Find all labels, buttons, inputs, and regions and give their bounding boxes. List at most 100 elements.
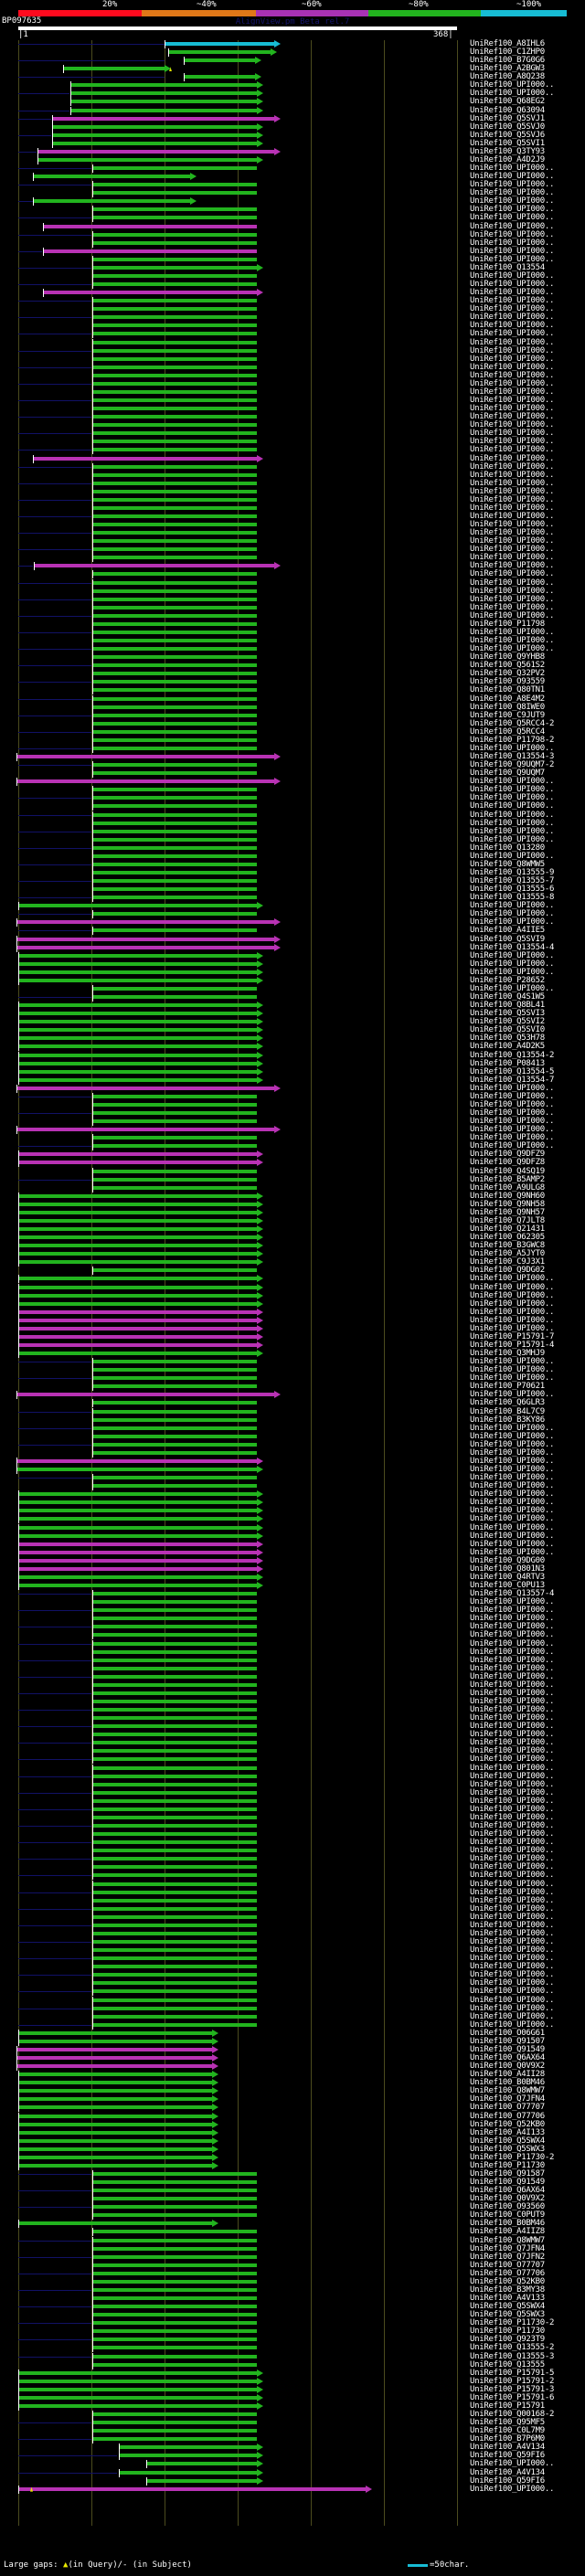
hsp-segment[interactable]	[92, 348, 257, 353]
hit-label[interactable]: UniRef100_UPI000..	[470, 1489, 555, 1500]
hit-label[interactable]: UniRef100_P11730-2	[470, 2152, 555, 2162]
hsp-segment[interactable]	[92, 2287, 257, 2292]
hit-label[interactable]: UniRef100_UPI000..	[470, 810, 555, 820]
hit-label[interactable]: UniRef100_Q4RTV3	[470, 1572, 545, 1582]
hit-row[interactable]: UniRef100_UPI000..	[0, 404, 585, 414]
hit-label[interactable]: UniRef100_UPI000..	[470, 1920, 555, 1930]
hit-label[interactable]: UniRef100_UPI000..	[470, 1357, 555, 1367]
hit-row[interactable]: UniRef100_UPI000..	[0, 1606, 585, 1616]
hsp-segment[interactable]	[165, 42, 274, 46]
hit-label[interactable]: UniRef100_Q5SWX4	[470, 2136, 545, 2146]
hit-row[interactable]: UniRef100_UPI000..	[0, 1954, 585, 1964]
hsp-segment[interactable]	[92, 1741, 257, 1745]
hit-label[interactable]: UniRef100_Q7JFN2	[470, 2252, 545, 2262]
hit-label[interactable]: UniRef100_UPI000..	[470, 1854, 555, 1864]
hsp-segment[interactable]	[92, 1965, 257, 1969]
hit-row[interactable]: UniRef100_UPI000..	[0, 1996, 585, 2005]
hit-label[interactable]: UniRef100_Q13555	[470, 2359, 545, 2369]
hit-row[interactable]: UniRef100_UPI000..	[0, 239, 585, 248]
hit-label[interactable]: UniRef100_UPI000..	[470, 1630, 555, 1640]
hsp-segment[interactable]	[92, 389, 257, 394]
hit-row[interactable]: UniRef100_A5JYT0	[0, 1249, 585, 1259]
hit-row[interactable]: UniRef100_Q7JFN4	[0, 2094, 585, 2104]
hit-row[interactable]: UniRef100_Q6GLR3	[0, 1398, 585, 1408]
hit-row[interactable]: UniRef100_UPI000..	[0, 2004, 585, 2013]
hit-row[interactable]: UniRef100_UPI000..	[0, 1871, 585, 1881]
hit-row[interactable]: UniRef100_UPI000..	[0, 801, 585, 811]
hsp-segment[interactable]	[18, 1550, 257, 1554]
hit-label[interactable]: UniRef100_A2BGW3	[470, 64, 545, 74]
hit-label[interactable]: UniRef100_O77706	[470, 2268, 545, 2278]
hsp-segment[interactable]	[92, 315, 257, 320]
hit-label[interactable]: UniRef100_UPI000..	[470, 1365, 555, 1375]
hsp-segment[interactable]	[18, 1318, 257, 1322]
hit-row[interactable]: UniRef100_P08413	[0, 1059, 585, 1068]
hit-row[interactable]: UniRef100_UPI000..	[0, 2012, 585, 2021]
hsp-segment[interactable]	[92, 1981, 257, 1986]
hsp-segment[interactable]	[92, 1144, 257, 1149]
hsp-segment[interactable]	[18, 2114, 212, 2118]
hit-label[interactable]: UniRef100_A8IHL6	[470, 39, 545, 48]
hit-row[interactable]: UniRef100_UPI000..	[0, 495, 585, 504]
hit-label[interactable]: UniRef100_C0L7M9	[470, 2426, 545, 2436]
hsp-segment[interactable]	[34, 564, 274, 568]
hit-label[interactable]: UniRef100_Q5SVI1	[470, 138, 545, 148]
hit-label[interactable]: UniRef100_A4IIE5	[470, 926, 545, 936]
hit-row[interactable]: UniRef100_UPI000..	[0, 1532, 585, 1541]
hsp-segment[interactable]	[92, 1368, 257, 1373]
hit-row[interactable]: UniRef100_Q4SQ19	[0, 1167, 585, 1176]
hsp-segment[interactable]	[92, 912, 257, 917]
hit-row[interactable]: UniRef100_UPI000..	[0, 504, 585, 513]
hit-label[interactable]: UniRef100_Q13554-3	[470, 752, 555, 762]
hsp-segment[interactable]	[92, 356, 257, 361]
hit-row[interactable]: UniRef100_UPI000..	[0, 1896, 585, 1905]
hit-label[interactable]: UniRef100_B3KY86	[470, 1415, 545, 1425]
hsp-segment[interactable]	[92, 431, 257, 436]
hit-label[interactable]: UniRef100_Q3TY93	[470, 146, 545, 156]
hsp-segment[interactable]	[92, 721, 257, 726]
hit-row[interactable]: UniRef100_UPI000..	[0, 429, 585, 439]
hit-row[interactable]: UniRef100_UPI000..	[0, 89, 585, 99]
hit-row[interactable]: UniRef100_Q00168-2	[0, 2410, 585, 2420]
hit-row[interactable]: UniRef100_UPI000..	[0, 1772, 585, 1781]
hit-label[interactable]: UniRef100_Q53H78	[470, 1034, 545, 1044]
hsp-segment[interactable]	[92, 580, 257, 585]
hit-row[interactable]: UniRef100_UPI000..	[0, 304, 585, 314]
hsp-segment[interactable]	[92, 1865, 257, 1870]
hit-row[interactable]: UniRef100_O93560	[0, 2202, 585, 2212]
hit-label[interactable]: UniRef100_UPI000..	[470, 1447, 555, 1458]
hsp-segment[interactable]	[92, 1798, 257, 1803]
hit-row[interactable]: UniRef100_Q5SWX4	[0, 2302, 585, 2312]
hit-label[interactable]: UniRef100_Q13557-4	[470, 1589, 555, 1599]
hsp-segment[interactable]	[18, 1210, 257, 1214]
hit-row[interactable]: UniRef100_B3GWC8	[0, 1241, 585, 1251]
hit-label[interactable]: UniRef100_UPI000..	[470, 1754, 555, 1765]
hsp-segment[interactable]	[52, 116, 274, 121]
hit-row[interactable]: UniRef100_UPI000..	[0, 811, 585, 820]
hit-label[interactable]: UniRef100_Q7JFN4	[470, 2094, 545, 2104]
hit-label[interactable]: UniRef100_Q91507	[470, 2036, 545, 2046]
hsp-segment[interactable]	[92, 282, 257, 287]
hit-row[interactable]: UniRef100_UPI000..	[0, 901, 585, 911]
hit-row[interactable]: UniRef100_UPI000..	[0, 1797, 585, 1806]
hsp-segment[interactable]	[92, 2230, 257, 2234]
hit-row[interactable]: UniRef100_UPI000..	[0, 471, 585, 480]
hit-label[interactable]: UniRef100_UPI000..	[470, 246, 555, 256]
hit-row[interactable]: UniRef100_Q8BL41	[0, 1001, 585, 1011]
hit-label[interactable]: UniRef100_UPI000..	[470, 901, 555, 911]
hsp-segment[interactable]	[92, 588, 257, 593]
hit-row[interactable]: UniRef100_UPI000..	[0, 280, 585, 290]
hit-row[interactable]: UniRef100_Q801N3	[0, 1564, 585, 1574]
hit-label[interactable]: UniRef100_UPI000..	[470, 1879, 555, 1889]
hit-label[interactable]: UniRef100_UPI000..	[470, 1829, 555, 1839]
hsp-segment[interactable]	[92, 539, 257, 544]
hsp-segment[interactable]	[92, 1633, 257, 1638]
hit-row[interactable]: UniRef100_UPI000..	[0, 827, 585, 836]
hsp-segment[interactable]	[92, 472, 257, 477]
hit-row[interactable]: UniRef100_UPI000..	[0, 1373, 585, 1383]
hit-row[interactable]: UniRef100_UPI000..	[0, 1821, 585, 1831]
hit-label[interactable]: UniRef100_Q9NH57	[470, 1207, 545, 1217]
hit-row[interactable]: UniRef100_UPI000..	[0, 2459, 585, 2469]
hit-row[interactable]: UniRef100_B0BM46	[0, 2219, 585, 2229]
hit-label[interactable]: UniRef100_UPI000..	[470, 1307, 555, 1317]
